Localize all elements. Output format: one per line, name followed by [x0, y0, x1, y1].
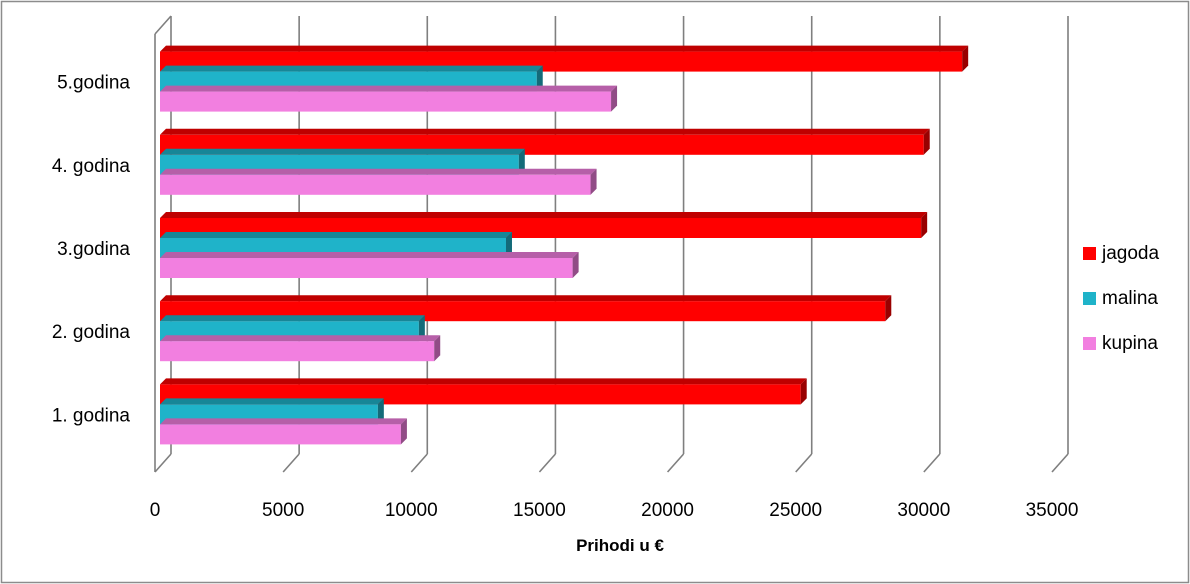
bar-end-face	[418, 315, 425, 342]
bar-end-face	[400, 418, 407, 445]
bar-kupina-1	[160, 418, 407, 445]
bar-top-face	[160, 418, 407, 425]
left-wall-top-edge	[154, 15, 172, 35]
bar-kupina-2	[160, 335, 441, 362]
bar-top-face	[160, 45, 969, 52]
x-tick-label: 25000	[769, 500, 822, 521]
bar-top-face	[160, 252, 579, 258]
bar-kupina-4	[160, 168, 597, 195]
x-axis-title: Prihodi u €	[576, 536, 664, 555]
bar-end-face	[518, 148, 525, 175]
bars	[160, 45, 969, 445]
legend: jagoda malina kupina	[1083, 243, 1159, 354]
floor-gridline	[923, 453, 941, 473]
bar-front-face	[160, 258, 573, 278]
x-tick-label: 15000	[513, 500, 566, 521]
x-tick-label: 0	[150, 500, 161, 521]
bar-end-face	[921, 212, 928, 238]
x-tick-label: 10000	[385, 500, 438, 521]
bar-end-face	[962, 45, 969, 72]
floor-gridline	[666, 453, 685, 473]
category-label: 5.godina	[57, 73, 130, 94]
floor-gridline	[154, 453, 172, 473]
floor-gridline	[538, 453, 557, 473]
bar-top-face	[160, 232, 512, 238]
bar-end-face	[505, 232, 512, 258]
bar-kupina-5	[160, 85, 618, 112]
bar-top-face	[160, 398, 384, 405]
bar-top-face	[160, 335, 441, 342]
bar-top-face	[160, 65, 543, 72]
legend-swatch	[1083, 337, 1096, 350]
legend-item-kupina: kupina	[1083, 333, 1158, 354]
bar-end-face	[572, 252, 579, 278]
legend-label: kupina	[1102, 333, 1158, 354]
floor-gridline	[282, 453, 300, 473]
bar-top-face	[160, 168, 597, 175]
bar-top-face	[160, 315, 425, 322]
category-label: 1. godina	[52, 405, 131, 426]
bar-top-face	[160, 295, 892, 302]
bar-top-face	[160, 378, 807, 385]
category-label: 4. godina	[52, 156, 131, 177]
bar-end-face	[885, 295, 892, 322]
x-tick-labels: 0 5000 10000 15000 20000 25000 30000 35000	[150, 500, 1079, 521]
x-tick-label: 30000	[897, 500, 950, 521]
bar-front-face	[160, 341, 435, 362]
floor-gridline	[410, 453, 428, 473]
bar-front-face	[160, 174, 591, 195]
legend-swatch	[1083, 247, 1096, 260]
bar-end-face	[611, 85, 618, 112]
category-label: 2. godina	[52, 322, 131, 343]
bar-top-face	[160, 212, 928, 218]
bar-front-face	[160, 91, 612, 112]
x-tick-label: 5000	[262, 500, 304, 521]
legend-item-jagoda: jagoda	[1083, 243, 1159, 264]
bar-end-face	[590, 168, 597, 195]
bar-top-face	[160, 148, 525, 155]
legend-label: jagoda	[1101, 243, 1159, 264]
category-label: 3.godina	[57, 239, 130, 260]
legend-label: malina	[1102, 288, 1158, 309]
bar-top-face	[160, 85, 618, 92]
bar-top-face	[160, 128, 930, 135]
bar-front-face	[160, 424, 401, 445]
legend-item-malina: malina	[1083, 288, 1158, 309]
bar-end-face	[377, 398, 384, 425]
x-tick-label: 35000	[1026, 500, 1079, 521]
bar-end-face	[536, 65, 543, 92]
bar-end-face	[434, 335, 441, 362]
legend-swatch	[1083, 292, 1096, 305]
floor-gridline	[1051, 453, 1069, 473]
floor-gridline	[795, 453, 813, 473]
bar-end-face	[800, 378, 807, 405]
category-labels: 1. godina 2. godina 3.godina 4. godina 5.god…	[52, 73, 131, 427]
x-tick-label: 20000	[641, 500, 694, 521]
bar-kupina-3	[160, 252, 579, 278]
bar-end-face	[923, 128, 930, 155]
